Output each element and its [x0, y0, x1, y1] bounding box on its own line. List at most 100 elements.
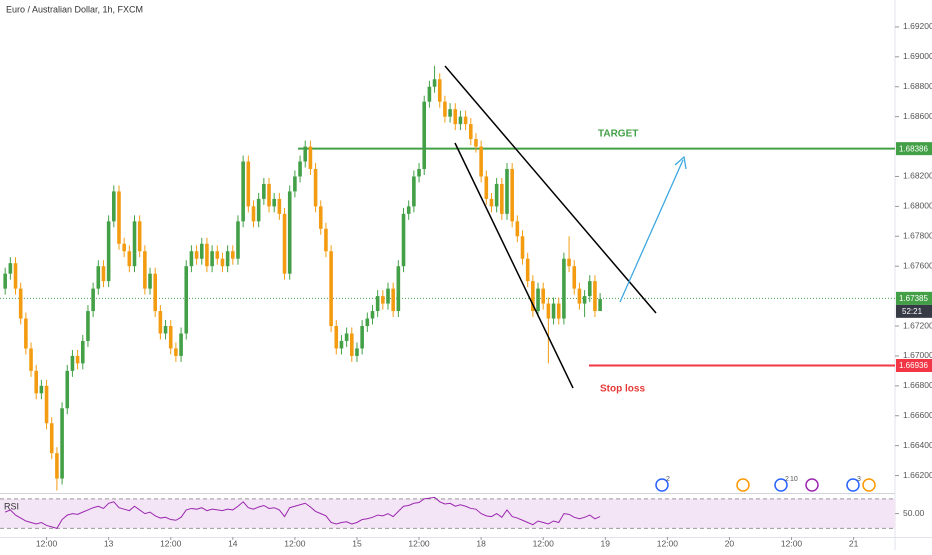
- candle-body: [468, 124, 473, 140]
- candle-body: [520, 236, 525, 259]
- candle-body: [386, 288, 390, 304]
- candle-body: [401, 213, 406, 267]
- y-tick-label: 1.69200: [903, 21, 932, 31]
- candle-body: [3, 273, 7, 289]
- y-tick-label: 1.68600: [903, 111, 932, 121]
- candle-body: [365, 318, 370, 327]
- countdown-label: 52:21: [902, 307, 923, 316]
- candle-body: [210, 251, 214, 267]
- candle-body: [453, 109, 458, 125]
- candle-body: [49, 423, 54, 454]
- x-tick-label: 21: [849, 538, 859, 548]
- candle-body: [231, 251, 235, 259]
- candle-body: [556, 303, 561, 319]
- trendline-lower: [454, 142, 574, 389]
- candle-body: [194, 251, 199, 259]
- x-tick-label: 20: [725, 538, 735, 548]
- arrow-head: [674, 155, 687, 170]
- candle-body: [308, 146, 313, 169]
- event-icon[interactable]: [862, 478, 876, 492]
- x-tick-label: 18: [476, 538, 486, 548]
- candle-body: [18, 288, 23, 319]
- candle-body: [96, 266, 101, 289]
- candle-body: [360, 326, 364, 349]
- candle-body: [174, 348, 178, 356]
- candle-body: [153, 273, 158, 312]
- price-badge-label: 1.68386: [899, 144, 928, 153]
- candle-body: [593, 281, 597, 312]
- candle-body: [236, 221, 240, 259]
- candle-body: [541, 288, 546, 304]
- candle-body: [189, 251, 194, 267]
- candle-body: [505, 168, 509, 214]
- candle-body: [65, 370, 70, 409]
- price-badge: [896, 291, 932, 305]
- candle-body: [375, 296, 380, 312]
- x-tick-label: 13: [104, 538, 114, 548]
- candle-body: [117, 191, 121, 244]
- candle-body: [205, 243, 209, 267]
- candle-body: [448, 109, 452, 117]
- y-tick-label: 1.67800: [903, 231, 932, 241]
- candle-body: [29, 348, 33, 371]
- candle-body: [34, 370, 39, 394]
- x-tick-label: 15: [352, 538, 362, 548]
- candle-body: [536, 288, 540, 312]
- candle-body: [406, 206, 411, 214]
- candle-body: [417, 168, 421, 177]
- candle-body: [80, 340, 85, 364]
- candle-body: [44, 385, 49, 424]
- candle-body: [427, 86, 432, 102]
- price-badge: [896, 358, 932, 372]
- candle-body: [458, 116, 463, 125]
- candle-body: [282, 213, 287, 274]
- event-icon[interactable]: [805, 478, 819, 492]
- candle-body: [241, 161, 245, 222]
- candle-body: [567, 258, 571, 267]
- candle-body: [24, 318, 28, 349]
- candle-body: [55, 453, 59, 479]
- candle-body: [329, 251, 333, 327]
- candle-body: [39, 385, 44, 394]
- x-tick-label: 12:00: [160, 538, 182, 548]
- x-tick-label: 12:00: [781, 538, 803, 548]
- event-icon[interactable]: [736, 478, 750, 492]
- rsi-pane: 50.00: [0, 496, 925, 529]
- candle-body: [546, 303, 551, 319]
- candle-body: [494, 183, 499, 207]
- candle-body: [287, 191, 292, 274]
- y-tick-label: 1.68200: [903, 171, 932, 181]
- event-icon[interactable]: [774, 478, 788, 492]
- candle-body: [463, 116, 468, 125]
- x-tick-label: 14: [228, 538, 238, 548]
- candle-body: [582, 296, 587, 304]
- candle-body: [75, 355, 80, 364]
- candle-body: [381, 296, 385, 304]
- y-tick-label: 1.67600: [903, 260, 932, 270]
- candle-body: [272, 198, 276, 207]
- candle-body: [215, 251, 220, 259]
- candle-body: [86, 311, 90, 341]
- candle-body: [132, 221, 137, 267]
- candle-body: [91, 288, 95, 312]
- candle-body: [112, 191, 116, 222]
- candle-body: [158, 311, 163, 334]
- candle-body: [344, 333, 349, 341]
- candle-body: [432, 79, 437, 87]
- event-icon[interactable]: [655, 478, 669, 492]
- candle-body: [106, 221, 111, 282]
- candle-body: [437, 79, 442, 102]
- candle-body: [251, 206, 256, 222]
- chart-title: Euro / Australian Dollar, 1h, FXCM: [6, 4, 143, 14]
- candles: [3, 65, 602, 491]
- trendline-upper: [444, 65, 657, 314]
- candle-body: [262, 183, 266, 199]
- event-count: 10: [790, 476, 798, 483]
- candle-body: [277, 198, 282, 214]
- candle-body: [443, 101, 447, 117]
- candle-body: [587, 281, 592, 297]
- candle-body: [298, 161, 302, 177]
- event-icon[interactable]: [846, 478, 860, 492]
- candle-body: [577, 288, 582, 304]
- candle-body: [339, 340, 344, 349]
